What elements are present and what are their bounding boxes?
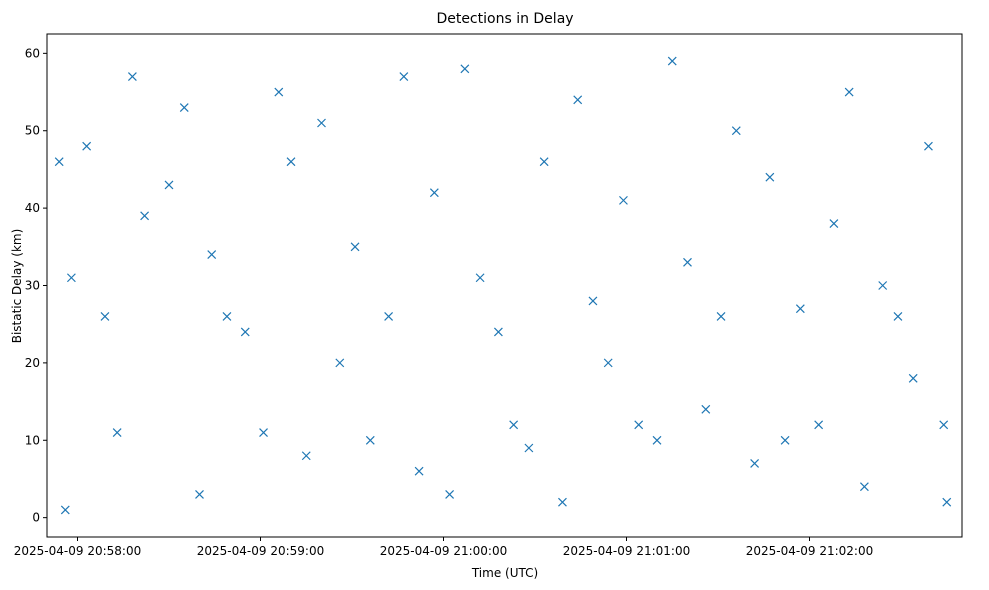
x-tick-label: 2025-04-09 21:01:00 bbox=[563, 544, 690, 558]
detection-point bbox=[878, 281, 888, 290]
detection-point bbox=[100, 312, 110, 321]
y-tick-label: 20 bbox=[25, 356, 40, 370]
x-tick-label: 2025-04-09 21:02:00 bbox=[746, 544, 873, 558]
x-axis-label: Time (UTC) bbox=[471, 566, 538, 580]
detection-point bbox=[112, 428, 122, 437]
detection-point bbox=[765, 172, 775, 182]
detection-point bbox=[683, 257, 692, 267]
y-tick-label: 40 bbox=[25, 201, 40, 215]
detection-point bbox=[222, 312, 232, 321]
detection-point bbox=[207, 250, 217, 259]
detection-point bbox=[335, 358, 345, 368]
detection-point bbox=[384, 312, 394, 321]
detection-point bbox=[939, 420, 949, 430]
detection-point bbox=[259, 428, 268, 437]
detection-point bbox=[908, 373, 918, 383]
detection-point bbox=[558, 497, 567, 507]
detection-point bbox=[60, 505, 70, 515]
detection-point bbox=[780, 435, 790, 445]
detection-point bbox=[588, 296, 598, 306]
detection-point bbox=[66, 273, 76, 283]
detection-point bbox=[140, 211, 150, 221]
y-axis: 0 10 20 30 40 50 60 bbox=[25, 46, 47, 525]
detection-point bbox=[274, 87, 284, 97]
detection-point bbox=[524, 443, 534, 453]
detection-point bbox=[859, 482, 869, 492]
detection-point bbox=[350, 242, 360, 252]
detection-point bbox=[493, 327, 503, 337]
x-tick-label: 2025-04-09 20:59:00 bbox=[197, 544, 324, 558]
y-tick-label: 10 bbox=[25, 433, 40, 447]
detection-point bbox=[127, 72, 137, 81]
detection-point bbox=[924, 141, 933, 151]
detection-point bbox=[942, 497, 952, 507]
y-tick-label: 50 bbox=[25, 124, 40, 138]
detection-point bbox=[429, 188, 439, 198]
detection-point bbox=[573, 95, 583, 105]
detection-point bbox=[667, 56, 677, 66]
detection-point bbox=[475, 273, 485, 283]
y-tick-label: 30 bbox=[25, 279, 40, 293]
detection-point bbox=[399, 72, 409, 81]
detection-point bbox=[445, 490, 455, 499]
detection-point bbox=[701, 404, 711, 414]
detection-point bbox=[414, 466, 424, 476]
detection-point bbox=[195, 490, 204, 499]
detection-point bbox=[54, 157, 64, 167]
detection-point bbox=[795, 304, 805, 314]
detection-point bbox=[750, 459, 760, 468]
detection-point bbox=[164, 180, 174, 190]
detection-point bbox=[317, 118, 326, 128]
detection-point bbox=[844, 87, 854, 97]
detection-point bbox=[82, 141, 92, 151]
detection-point bbox=[634, 420, 644, 430]
detection-point bbox=[619, 195, 628, 205]
detection-point bbox=[893, 312, 903, 321]
detection-point bbox=[603, 358, 613, 368]
detection-point bbox=[539, 157, 549, 167]
y-axis-label: Bistatic Delay (km) bbox=[10, 229, 24, 344]
y-tick-label: 60 bbox=[25, 46, 40, 60]
detection-point bbox=[301, 451, 311, 461]
detection-point bbox=[731, 126, 741, 136]
x-tick-label: 2025-04-09 21:00:00 bbox=[380, 544, 507, 558]
x-axis: 2025-04-09 20:58:00 2025-04-09 20:59:00 20… bbox=[14, 537, 873, 558]
y-tick-label: 0 bbox=[32, 511, 40, 525]
detection-point bbox=[286, 157, 296, 167]
detection-point bbox=[509, 420, 519, 430]
detection-point bbox=[240, 327, 250, 337]
detection-point bbox=[365, 435, 375, 445]
x-tick-label: 2025-04-09 20:58:00 bbox=[14, 544, 141, 558]
detection-point bbox=[829, 219, 839, 229]
detection-point bbox=[652, 435, 662, 445]
chart-title: Detections in Delay bbox=[436, 11, 573, 27]
detection-point bbox=[814, 420, 824, 430]
detection-point bbox=[179, 103, 189, 112]
scatter-marks bbox=[54, 56, 952, 515]
detection-point bbox=[460, 64, 470, 74]
detection-point bbox=[716, 312, 726, 321]
